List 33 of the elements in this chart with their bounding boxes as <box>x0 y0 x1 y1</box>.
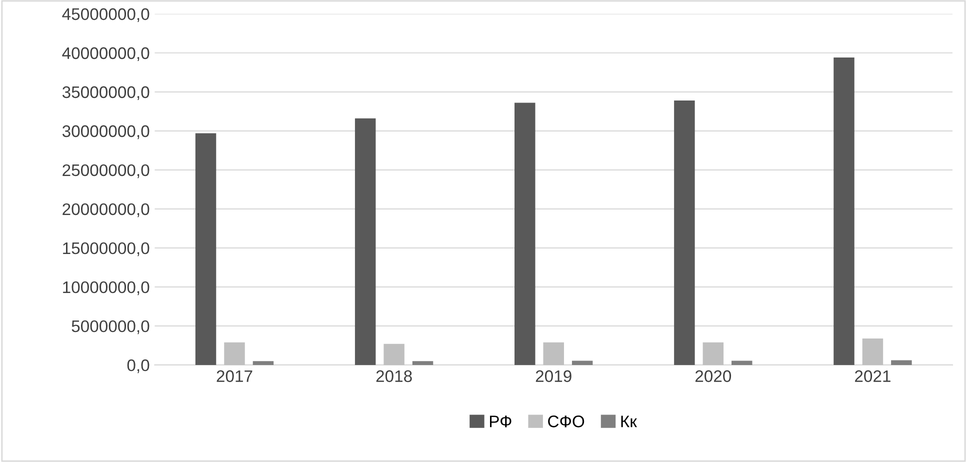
bar <box>224 342 245 365</box>
bar <box>732 360 752 365</box>
y-tick-label: 40000000,0 <box>62 47 150 62</box>
bar <box>543 342 564 365</box>
y-tick-label: 30000000,0 <box>62 125 150 140</box>
y-tick-label: 15000000,0 <box>63 242 150 256</box>
x-tick-label: 2019 <box>536 370 572 382</box>
x-tick-label: 2020 <box>695 370 732 382</box>
x-tick-label: 2021 <box>855 370 890 382</box>
legend-label: РФ <box>490 416 512 428</box>
bar <box>891 360 912 365</box>
bar <box>354 118 376 365</box>
bar <box>834 58 854 365</box>
bar <box>252 361 274 365</box>
bar <box>572 360 593 365</box>
y-tick-label: 5000000,0 <box>72 320 150 334</box>
bar <box>862 338 884 365</box>
bar <box>384 344 404 365</box>
y-tick-label: 45000000,0 <box>62 8 150 22</box>
bar <box>674 100 695 365</box>
y-tick-label: 20000000,0 <box>62 203 150 218</box>
x-tick-label: 2018 <box>376 370 412 382</box>
y-tick-label: 10000000,0 <box>63 281 150 296</box>
bar <box>195 133 216 365</box>
legend-label: Кк <box>621 416 637 428</box>
y-tick-label: 0,0 <box>127 359 150 374</box>
legend-label: СФО <box>548 416 584 428</box>
bar <box>514 102 536 365</box>
y-tick-label: 35000000,0 <box>62 86 150 100</box>
x-tick-label: 2017 <box>216 370 252 382</box>
bar <box>702 342 724 365</box>
bar <box>412 361 434 365</box>
y-tick-label: 25000000,0 <box>62 164 150 178</box>
